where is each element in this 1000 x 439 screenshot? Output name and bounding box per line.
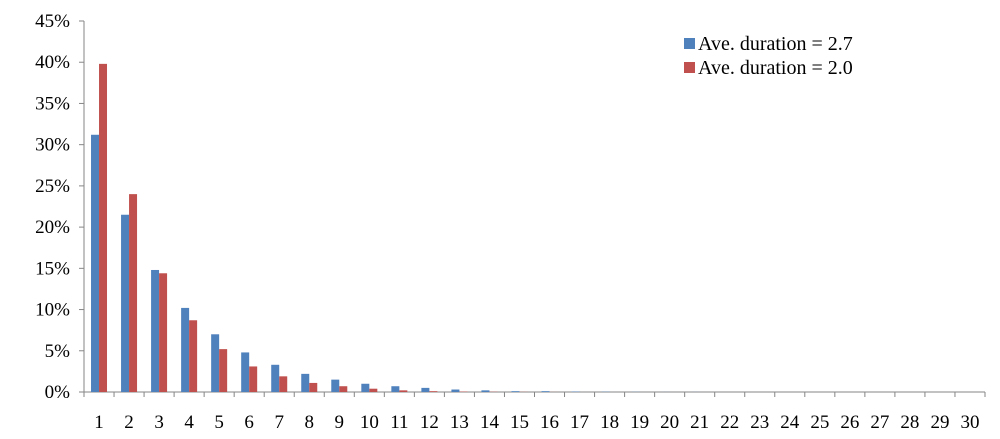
- x-tick-label: 21: [690, 412, 709, 433]
- x-tick-label: 23: [750, 412, 769, 433]
- bar-series-1-cat-12: [421, 387, 430, 392]
- x-tick-label: 6: [244, 412, 254, 433]
- bar-series-1-cat-9: [331, 379, 340, 392]
- x-tick-label: 18: [600, 412, 619, 433]
- legend-label-2: Ave. duration = 2.0: [698, 57, 853, 79]
- bar-series-1-cat-1: [91, 134, 100, 392]
- x-tick-label: 4: [184, 412, 194, 433]
- y-tick-label: 10%: [35, 300, 70, 321]
- bar-series-1-cat-7: [271, 364, 280, 392]
- y-tick-label: 25%: [35, 176, 70, 197]
- x-tick-label: 12: [420, 412, 439, 433]
- x-tick-label: 9: [335, 412, 345, 433]
- x-tick-label: 14: [480, 412, 500, 433]
- x-tick-label: 30: [960, 412, 979, 433]
- bar-series-2-cat-4: [189, 320, 198, 392]
- x-tick-label: 1: [94, 412, 104, 433]
- bar-series-2-cat-3: [159, 273, 168, 392]
- y-tick-label: 30%: [35, 135, 70, 156]
- bar-series-1-cat-4: [181, 307, 190, 392]
- bar-series-2-cat-1: [99, 63, 108, 393]
- x-tick-label: 7: [274, 412, 284, 433]
- bar-series-2-cat-12: [429, 391, 438, 392]
- bar-series-2-cat-11: [399, 390, 408, 392]
- y-tick-label: 45%: [35, 11, 70, 32]
- x-tick-label: 28: [900, 412, 919, 433]
- x-axis: 1 2 3 4 5 6 7 8 9 10 11 12 13 14 15 16 17 18 19 20 21 22 23 24 2…: [83, 391, 986, 433]
- bar-series-1-cat-2: [121, 214, 130, 392]
- x-tick-label: 29: [930, 412, 949, 433]
- legend-swatch-1: [684, 38, 695, 49]
- x-tick-label: 2: [124, 412, 134, 433]
- bar-series-2-cat-7: [279, 376, 288, 392]
- bar-series-1-cat-13: [451, 389, 460, 392]
- bar-series-2-cat-2: [129, 194, 138, 392]
- x-tick-label: 24: [780, 412, 800, 433]
- bar-series-2-cat-6: [249, 366, 258, 392]
- bars: [91, 63, 700, 393]
- bar-series-1-cat-8: [301, 373, 310, 392]
- y-tick-label: 20%: [35, 217, 70, 238]
- x-tick-label: 19: [630, 412, 649, 433]
- bar-series-1-cat-14: [481, 390, 490, 392]
- y-tick-label: 0%: [45, 382, 71, 403]
- y-tick-label: 5%: [45, 341, 71, 362]
- x-tick-label: 26: [840, 412, 859, 433]
- bar-series-1-cat-15: [511, 391, 520, 392]
- legend-swatch-2: [684, 62, 695, 73]
- bar-series-1-cat-5: [211, 334, 220, 392]
- x-tick-label: 15: [510, 412, 529, 433]
- x-tick-label: 27: [870, 412, 889, 433]
- y-tick-label: 35%: [35, 93, 70, 114]
- bar-series-1-cat-6: [241, 352, 250, 392]
- y-tick-label: 15%: [35, 258, 70, 279]
- y-tick-label: 40%: [35, 52, 70, 73]
- x-tick-label: 11: [390, 412, 408, 433]
- bar-series-2-cat-8: [309, 382, 318, 392]
- x-tick-label: 20: [660, 412, 679, 433]
- bar-series-2-cat-5: [219, 349, 228, 392]
- x-tick-label: 22: [720, 412, 739, 433]
- x-tick-label: 8: [305, 412, 315, 433]
- x-tick-label: 13: [450, 412, 469, 433]
- legend-label-1: Ave. duration = 2.7: [698, 33, 853, 55]
- bar-series-1-cat-16: [541, 391, 550, 392]
- x-tick-label: 10: [360, 412, 379, 433]
- bar-series-1-cat-11: [391, 386, 400, 392]
- x-tick-label: 17: [570, 412, 589, 433]
- bar-series-1-cat-3: [151, 269, 160, 392]
- bar-series-1-cat-10: [361, 383, 370, 392]
- x-tick-label: 5: [214, 412, 224, 433]
- bar-series-2-cat-10: [369, 388, 378, 392]
- bar-series-2-cat-9: [339, 386, 348, 392]
- x-tick-label: 16: [540, 412, 559, 433]
- x-tick-label: 25: [810, 412, 829, 433]
- x-tick-label: 3: [154, 412, 164, 433]
- y-axis: 0% 5% 10% 15% 20% 25% 30% 35% 40% 45%: [35, 11, 85, 403]
